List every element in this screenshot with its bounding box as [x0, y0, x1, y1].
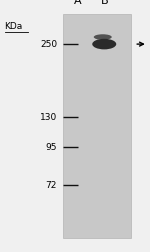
Text: 130: 130	[40, 113, 57, 122]
Text: A: A	[74, 0, 81, 6]
Ellipse shape	[92, 39, 116, 49]
Bar	[63, 14, 130, 238]
Text: 250: 250	[40, 40, 57, 49]
Text: 95: 95	[45, 143, 57, 152]
Text: KDa: KDa	[4, 22, 23, 31]
Ellipse shape	[94, 34, 112, 40]
Text: B: B	[100, 0, 108, 6]
Text: 72: 72	[46, 181, 57, 190]
